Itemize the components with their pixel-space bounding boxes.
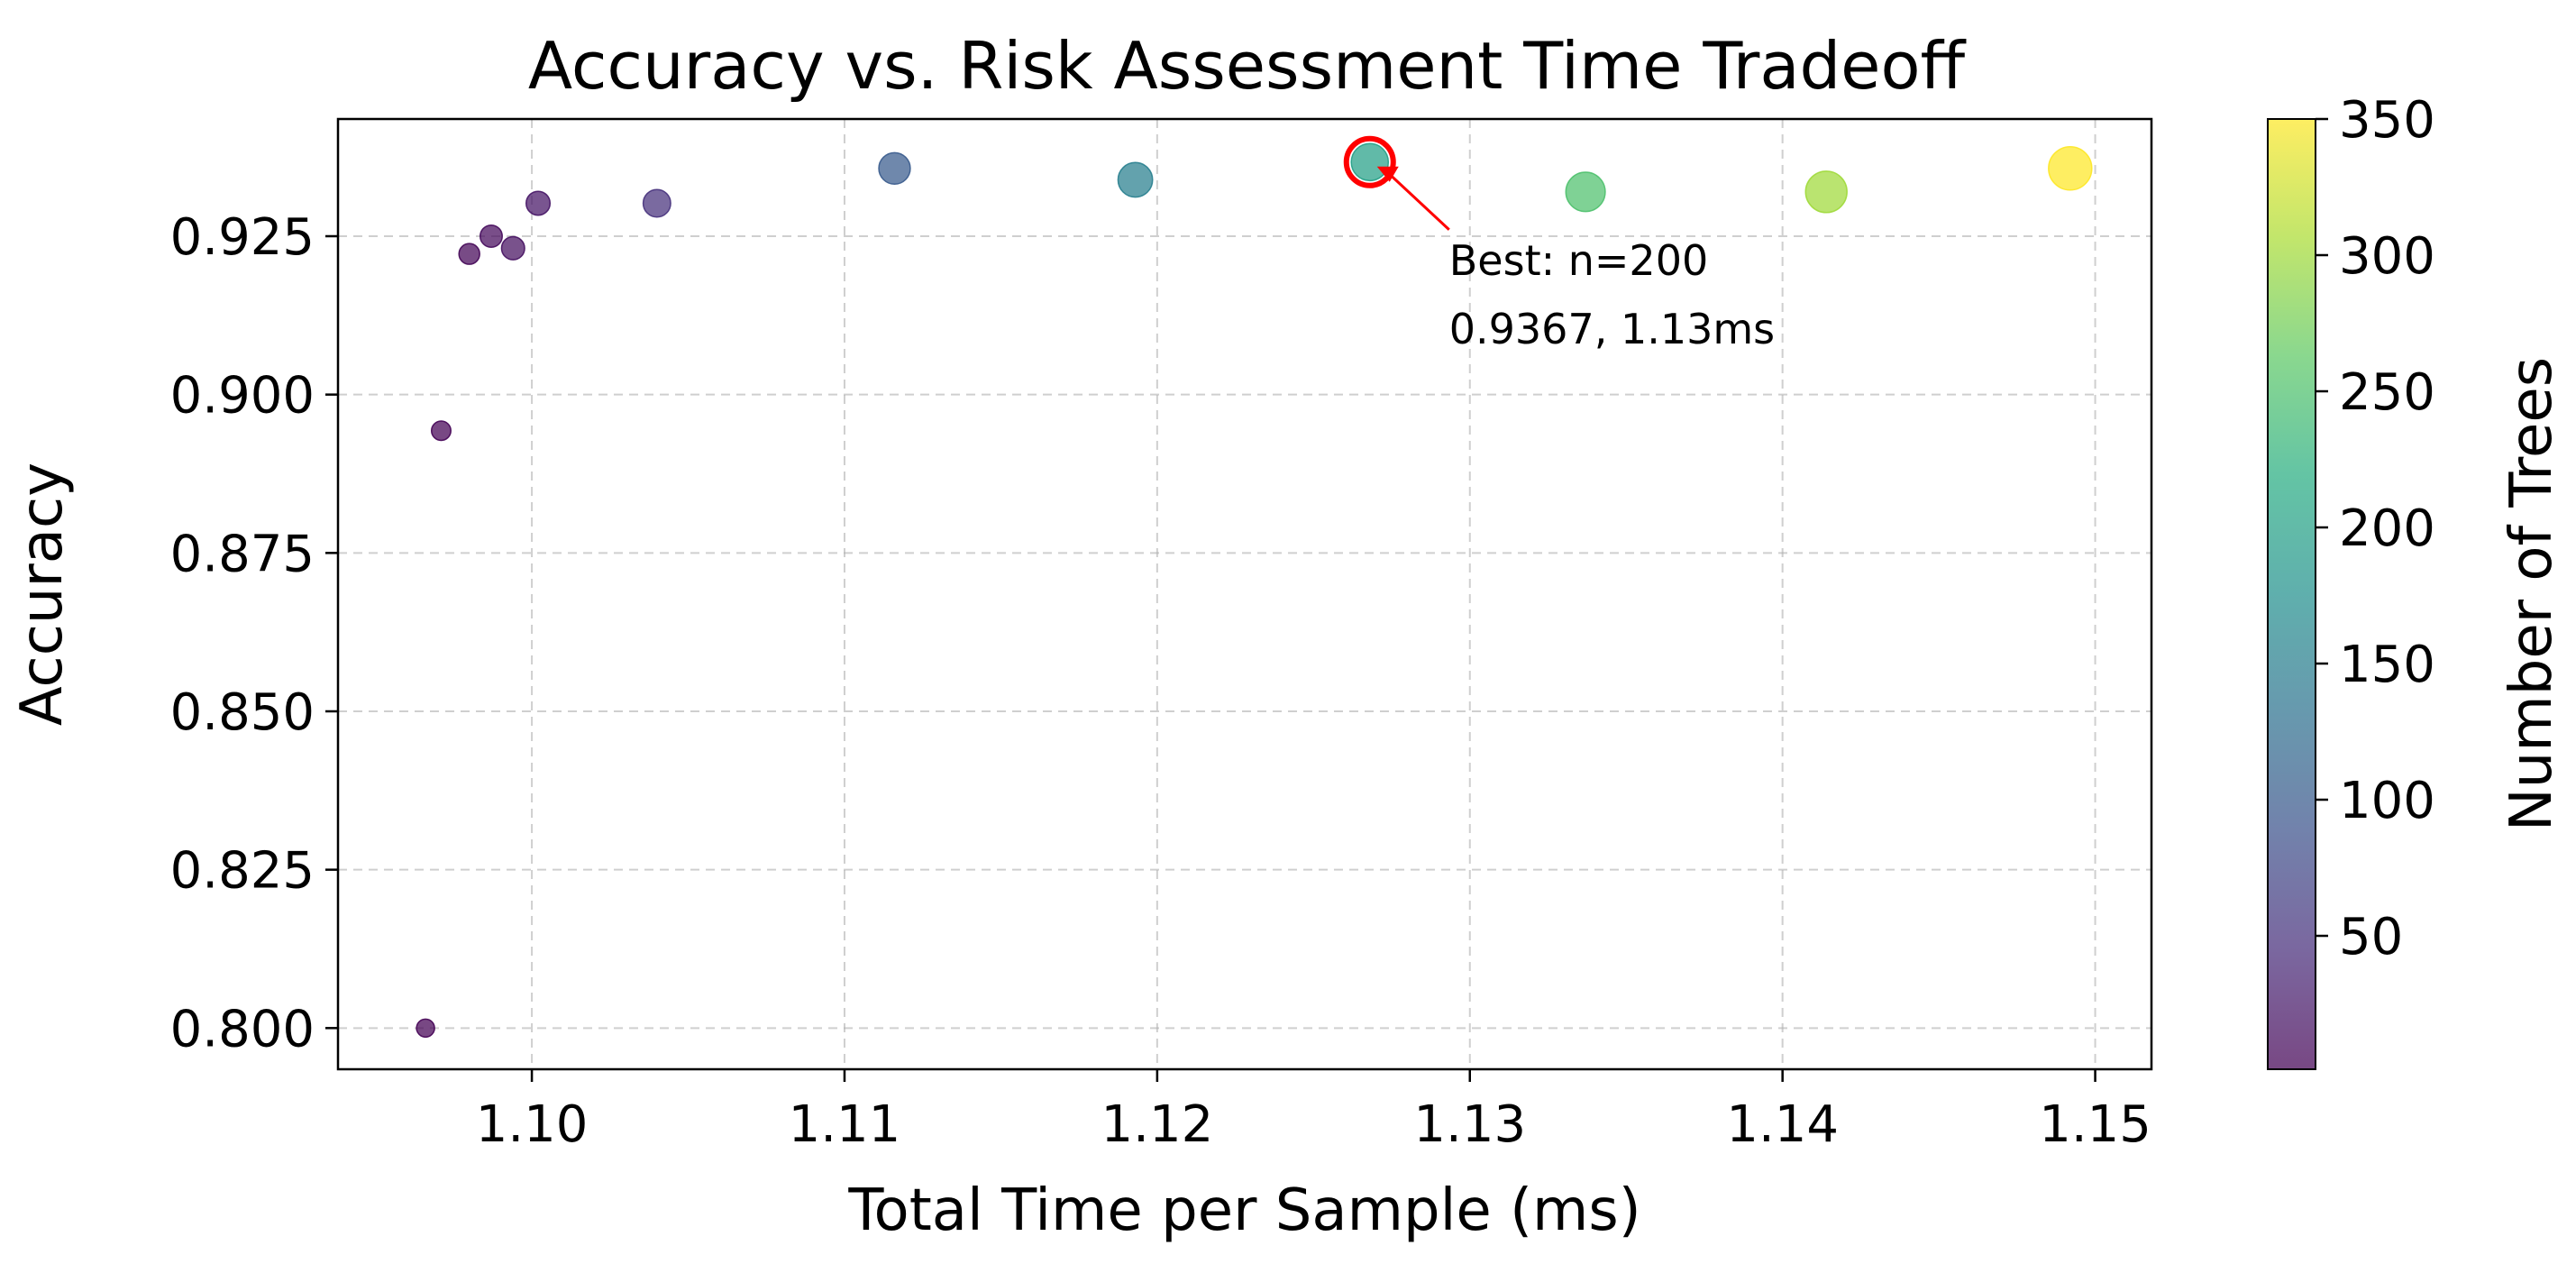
x-tick-label: 1.15	[2039, 1095, 2151, 1154]
scatter-point	[1350, 142, 1390, 182]
colorbar-ticks: 50 100 150 200 250 300 350	[2316, 91, 2435, 966]
scatter-point	[1804, 170, 1848, 214]
y-axis-ticks: 0.800 0.825 0.850 0.875 0.900 0.925	[170, 208, 338, 1058]
scatter-point	[2048, 146, 2093, 191]
scatter-point	[430, 420, 452, 442]
annotation-text-line: 0.9367, 1.13ms	[1449, 305, 1775, 353]
scatter-point	[416, 1018, 435, 1039]
y-axis-label: Accuracy	[9, 462, 76, 726]
scatter-point	[1565, 171, 1606, 213]
scatter-point	[1117, 161, 1154, 198]
y-tick-label: 0.850	[170, 683, 315, 742]
annotation-arrowhead	[1376, 166, 1399, 182]
y-tick-label: 0.825	[170, 842, 315, 901]
x-tick-label: 1.12	[1101, 1095, 1214, 1154]
grid	[338, 119, 2151, 1069]
x-tick-label: 1.13	[1413, 1095, 1526, 1154]
chart-title: Accuracy vs. Risk Assessment Time Tradeo…	[528, 28, 1967, 104]
colorbar-tick-label: 300	[2339, 227, 2435, 286]
annotation-arrow	[1383, 168, 1450, 231]
colorbar-label: Number of Trees	[2498, 357, 2565, 831]
scatter-point	[525, 190, 552, 216]
y-tick-label: 0.900	[170, 367, 315, 426]
x-axis-label: Total Time per Sample (ms)	[847, 1177, 1640, 1244]
best-annotation: Best: n=200 0.9367, 1.13ms	[1343, 135, 1775, 353]
data-points	[416, 142, 2093, 1039]
colorbar-tick-label: 100	[2339, 772, 2435, 830]
colorbar-tick-label: 150	[2339, 636, 2435, 694]
colorbar-tick-label: 350	[2339, 91, 2435, 150]
scatter-point	[500, 235, 525, 261]
scatter-point	[642, 188, 671, 218]
colorbar-tick-label: 200	[2339, 499, 2435, 558]
x-tick-label: 1.11	[789, 1095, 901, 1154]
scatter-point	[479, 224, 503, 248]
x-axis-ticks: 1.10 1.11 1.12 1.13 1.14 1.15	[476, 1069, 2151, 1154]
x-tick-label: 1.10	[476, 1095, 589, 1154]
plot-frame	[336, 117, 2153, 1071]
y-tick-label: 0.800	[170, 1000, 315, 1058]
best-highlight-ring	[1343, 135, 1396, 188]
x-tick-label: 1.14	[1726, 1095, 1839, 1154]
colorbar-tick-label: 250	[2339, 363, 2435, 422]
y-tick-label: 0.925	[170, 208, 315, 267]
annotation-text-line: Best: n=200	[1449, 236, 1708, 285]
colorbar-tick-label: 50	[2339, 908, 2403, 966]
colorbar	[2267, 118, 2316, 1070]
scatter-point	[458, 243, 480, 265]
scatter-point	[878, 151, 911, 186]
y-tick-label: 0.875	[170, 525, 315, 583]
